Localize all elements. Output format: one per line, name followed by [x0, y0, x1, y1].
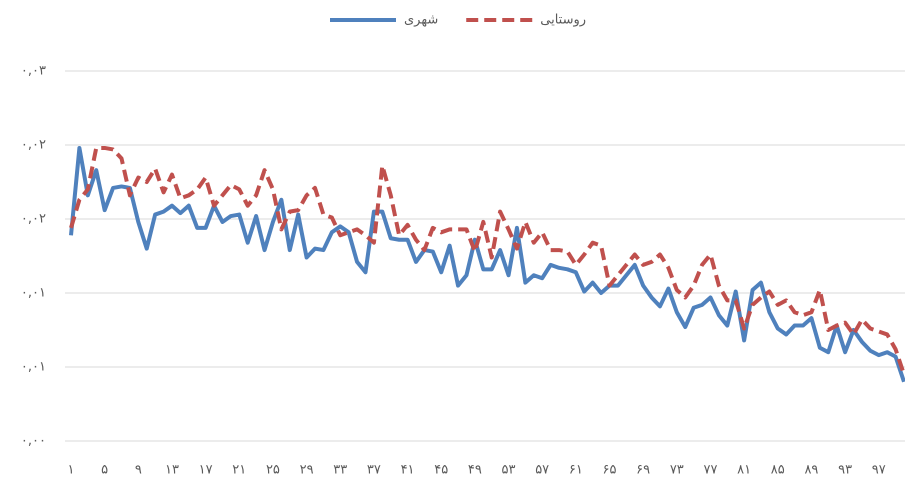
- x-tick-label: ۹۳: [838, 463, 852, 478]
- x-tick-label: ۶۹: [636, 463, 650, 478]
- x-tick-label: ۹۷: [872, 463, 886, 478]
- y-tick-label: ۰,۰۲: [21, 212, 46, 227]
- legend-label: روستایی: [540, 13, 586, 28]
- x-tick-label: ۹: [135, 463, 142, 478]
- legend-label: شهری: [404, 13, 438, 28]
- x-tick-label: ۴۹: [468, 463, 482, 478]
- x-tick-label: ۶۵: [603, 463, 617, 478]
- y-tick-label: ۰,۰۱: [21, 286, 46, 301]
- x-tick-label: ۲۹: [300, 463, 314, 478]
- x-tick-label: ۱: [68, 463, 75, 478]
- x-tick-label: ۱۷: [199, 463, 213, 478]
- x-tick-label: ۵۳: [502, 463, 516, 478]
- x-tick-label: ۲۵: [266, 463, 280, 478]
- x-tick-label: ۴۱: [401, 463, 415, 478]
- x-tick-label: ۶۱: [569, 463, 583, 478]
- y-tick-label: ۰,۰۲: [21, 138, 46, 153]
- x-tick-label: ۳۷: [367, 463, 381, 478]
- x-tick-label: ۸۵: [771, 463, 785, 478]
- x-tick-label: ۳۳: [333, 463, 347, 478]
- x-tick-label: ۲۱: [232, 463, 246, 478]
- y-tick-label: ۰,۰۳: [21, 64, 46, 79]
- x-tick-label: ۵۷: [535, 463, 549, 478]
- y-tick-label: ۰,۰۰: [21, 434, 46, 449]
- x-tick-label: ۱۳: [165, 463, 179, 478]
- series-line: [69, 145, 905, 383]
- series-line: [69, 145, 905, 376]
- x-tick-label: ۵: [101, 463, 108, 478]
- x-tick-label: ۸۱: [737, 463, 751, 478]
- x-tick-label: ۸۹: [804, 463, 818, 478]
- x-tick-label: ۷۳: [670, 463, 684, 478]
- y-tick-label: ۰,۰۱: [21, 360, 46, 375]
- x-tick-label: ۷۷: [703, 463, 717, 478]
- x-tick-label: ۴۵: [434, 463, 448, 478]
